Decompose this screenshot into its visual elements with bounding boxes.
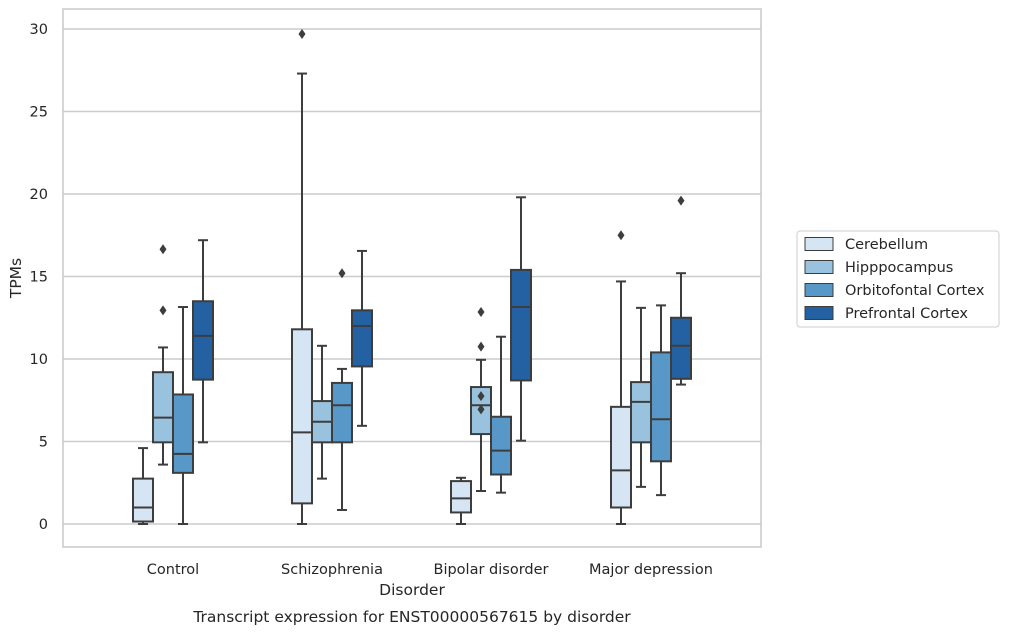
box-2-2 [490,335,512,494]
y-axis-label: TPMs [7,258,25,299]
y-tick-label: 0 [39,517,48,533]
box-2-3 [650,304,672,497]
x-tick-label: Major depression [589,562,713,578]
legend-label: Hipppocampus [845,260,953,276]
outlier-point [298,28,306,39]
box-iqr [670,316,692,380]
y-tick-label: 5 [39,435,48,451]
box-2-0 [172,306,194,525]
legend-swatch [804,237,834,251]
plot-frame [62,8,762,548]
box-iqr [152,371,174,444]
box-3-1 [351,249,373,427]
y-tick-label: 15 [30,270,48,286]
chart-caption: Transcript expression for ENST0000056761… [192,608,631,626]
x-tick-label: Bipolar disorder [434,562,549,578]
legend-swatch [804,283,834,297]
outlier-point [617,230,625,241]
box-iqr [351,309,373,368]
box-iqr [132,477,154,523]
outlier-point [477,341,485,352]
box-iqr [650,351,672,463]
box-3-2 [510,196,532,442]
box-iqr [630,381,652,444]
box-1-3 [630,306,652,488]
y-tick-label: 25 [30,105,48,121]
outlier-point [477,404,485,415]
legend: Cerebellum Hipppocampus Orbitofontal Corte… [796,230,1000,328]
y-tick-label: 10 [30,352,48,368]
y-tick-label: 20 [30,187,48,203]
box-iqr [610,405,632,509]
x-tick-label: Control [147,562,199,578]
box-iqr [291,328,313,505]
box-3-3 [670,195,692,386]
legend-label: Orbitofontal Cortex [845,283,985,299]
box-0-2 [450,476,472,525]
y-axis-ticks: 0 5 10 15 20 25 30 [30,22,48,533]
box-1-2 [470,306,492,492]
box-iqr [510,268,532,382]
outlier-point [677,195,685,206]
box-0-3 [610,230,632,525]
box-0-1 [291,28,313,525]
legend-label: Prefrontal Cortex [845,306,968,322]
box-1-1 [311,344,333,480]
legend-swatch [804,306,834,320]
box-iqr [450,480,472,514]
box-iqr [172,393,194,474]
x-axis-ticks: Control Schizophrenia Bipolar disorder Majo… [147,562,713,578]
outlier-point [338,268,346,279]
x-axis-label: Disorder [379,581,445,599]
box-iqr [192,300,214,381]
outlier-point [477,306,485,317]
x-tick-label: Schizophrenia [281,562,383,578]
outlier-point [159,305,167,316]
y-tick-label: 30 [30,22,48,38]
legend-label: Cerebellum [845,237,928,253]
box-plot-series [132,28,692,525]
outlier-point [477,391,485,402]
box-0-0 [132,447,154,525]
box-2-1 [331,268,353,511]
box-iqr [331,381,353,444]
legend-frame [796,230,1000,328]
box-iqr [490,415,512,476]
box-1-0 [152,244,174,466]
box-3-0 [192,239,214,444]
outlier-point [159,244,167,255]
legend-swatch [804,260,834,274]
